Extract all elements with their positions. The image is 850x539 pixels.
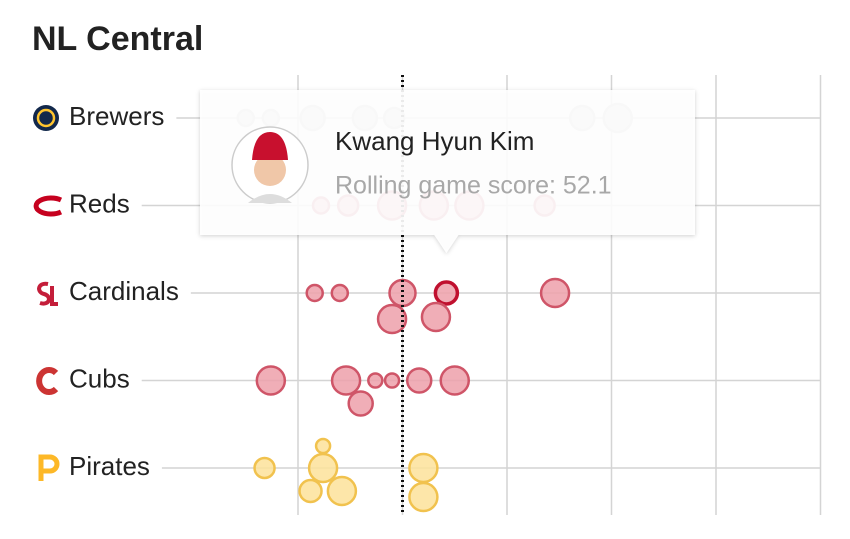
pirates-logo: [38, 454, 60, 481]
point: [305, 283, 324, 303]
point: [326, 475, 358, 507]
brewers-logo-ring: [36, 108, 56, 128]
cubs-logo: [36, 367, 59, 395]
avatar-face: [254, 154, 286, 186]
tooltip: Kwang Hyun Kim Rolling game score: 52.1: [200, 90, 695, 253]
tooltip-player: Kwang Hyun Kim: [335, 126, 534, 156]
point: [298, 478, 323, 504]
point: [408, 481, 439, 513]
highlighted-point: [433, 280, 460, 306]
tooltip-text: Rolling game score: 52.1: [335, 172, 612, 200]
point: [388, 278, 417, 308]
point: [420, 301, 452, 333]
point: [376, 303, 408, 335]
point: [330, 365, 362, 396]
point: [307, 452, 339, 484]
cardinals-logo: [37, 281, 58, 306]
chart-title: NL Central: [32, 20, 203, 58]
tooltip-box: [200, 90, 695, 253]
point: [255, 365, 287, 396]
team-label: Reds: [69, 188, 130, 218]
point: [408, 452, 439, 484]
avatar-cap: [252, 132, 288, 160]
team-label: Cubs: [69, 363, 130, 393]
point: [347, 390, 374, 417]
point: [405, 367, 433, 394]
point: [253, 456, 276, 480]
avatar-shirt: [248, 194, 292, 203]
point: [314, 437, 332, 455]
point: [383, 372, 401, 389]
point: [539, 277, 571, 309]
team-logos: [33, 105, 63, 481]
point: [367, 372, 384, 389]
team-label: Pirates: [69, 451, 150, 481]
point: [330, 283, 350, 303]
reds-logo: [33, 195, 63, 217]
point: [439, 365, 470, 396]
team-label: Brewers: [69, 101, 164, 131]
team-label: Cardinals: [69, 276, 179, 306]
